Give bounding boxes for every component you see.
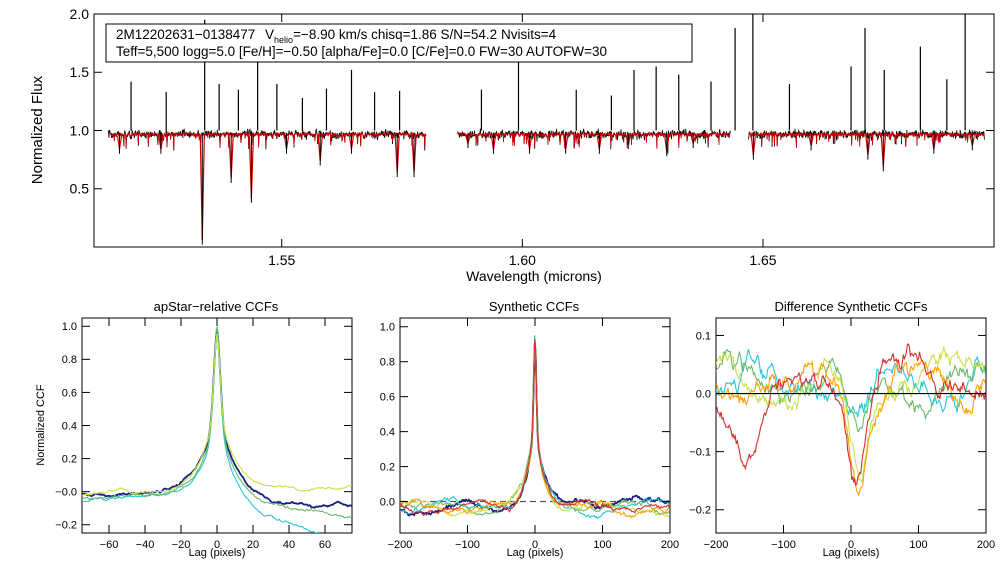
apstar-ccf-series [82, 335, 321, 533]
spectrum-xlabel: Wavelength (microns) [466, 268, 602, 284]
apstar-ccf-axes: −60 −40 −20 0 20 40 60 −0.2 −0.0 0.2 0.4 0.6 0.8 1.0 [55, 318, 352, 551]
y-tick-label: −0.2 [55, 520, 77, 532]
synthetic-ccf-series [400, 343, 670, 517]
y-tick-label: 0.0 [380, 496, 395, 508]
x-tick-label: −200 [704, 539, 729, 551]
y-tick-label: 1.0 [62, 321, 77, 333]
x-tick-label: −100 [455, 539, 480, 551]
y-tick-label: 2.0 [70, 6, 90, 22]
y-tick-label: 0.4 [62, 420, 77, 432]
x-tick-label: −200 [388, 539, 413, 551]
y-tick-label: 1.0 [380, 322, 395, 334]
spectrum-annotation-box: 2M12202631−0138477 Vhelio=−8.90 km/s chi… [105, 23, 693, 63]
synthetic-ccf-series [400, 336, 670, 516]
synthetic-ccf-panel: Synthetic CCFs −200 −100 0 100 200 0.0 0.2 0.4 0… [380, 299, 679, 559]
y-tick-label: 0.8 [380, 357, 395, 369]
y-tick-label: 0.6 [62, 387, 77, 399]
y-tick-label: 1.0 [70, 122, 90, 138]
x-tick-label: 0 [532, 539, 538, 551]
annotation-line-1: 2M12202631−0138477 Vhelio=−8.90 km/s chi… [116, 27, 557, 45]
annotation-frame [105, 23, 693, 63]
annotation-line-2: Teff=5,500 logg=5.0 [Fe/H]=−0.50 [alpha/… [116, 44, 607, 59]
apstar-ccf-series [82, 333, 352, 497]
difference-ccf-panel: Difference Synthetic CCFs −200 −100 0 100 20… [689, 299, 995, 559]
y-tick-label: 0.6 [380, 392, 395, 404]
x-tick-label: 200 [661, 539, 679, 551]
x-tick-label: 100 [909, 539, 927, 551]
y-tick-label: 0.0 [696, 388, 711, 400]
x-tick-label: 1.65 [749, 252, 776, 268]
apstar-ccf-xlabel: Lag (pixels) [189, 547, 246, 559]
x-tick-label: 40 [283, 539, 295, 551]
observed-spectrum-chip [108, 127, 427, 151]
apstar-ccf-series [82, 328, 352, 509]
spectrum-panel: 1.55 1.60 1.65 0.5 1.0 1.5 2.0 Wavelength (mic… [29, 6, 995, 284]
synthetic-ccf-title: Synthetic CCFs [489, 299, 580, 314]
difference-ccf-series [716, 343, 986, 486]
x-tick-label: 0 [848, 539, 854, 551]
model-spectrum-chip [748, 131, 985, 149]
difference-ccf-series [716, 345, 986, 484]
observed-spectrum-chip [457, 128, 731, 154]
synthetic-ccf-axes: −200 −100 0 100 200 0.0 0.2 0.4 0.6 0.8 1.0 [380, 318, 679, 551]
apstar-ccf-ylabel: Normalized CCF [35, 384, 47, 466]
apstar-ccf-data [82, 326, 352, 533]
annotation-vhelio: V [265, 27, 274, 42]
annotation-line-1-rest: =−8.90 km/s chisq=1.86 S/N=54.2 Nvisits=… [293, 27, 557, 42]
x-tick-label: −20 [172, 539, 191, 551]
y-tick-label: −0.2 [689, 505, 711, 517]
synthetic-ccf-series [400, 338, 670, 517]
apstar-ccf-series [82, 326, 352, 519]
y-tick-label: 0.2 [62, 453, 77, 465]
synthetic-ccf-data [400, 335, 670, 520]
annotation-vhelio-sub: helio [274, 35, 293, 45]
difference-ccf-xlabel: Lag (pixels) [823, 547, 880, 559]
apstar-ccf-panel: apStar−relative CCFs −60 −40 −20 0 20 40 60 −0.… [35, 299, 353, 559]
difference-ccf-series [716, 348, 986, 432]
apstar-ccf-frame [81, 317, 353, 534]
apstar-ccf-title: apStar−relative CCFs [154, 299, 279, 314]
difference-ccf-axes: −200 −100 0 100 200 −0.2 −0.1 0.0 0.1 [689, 318, 995, 551]
y-tick-label: 0.5 [70, 181, 90, 197]
x-tick-label: 1.60 [509, 252, 536, 268]
x-tick-label: 20 [247, 539, 259, 551]
spectrum-ylabel: Normalized Flux [29, 75, 46, 184]
annotation-star-id: 2M12202631−0138477 [116, 27, 255, 42]
y-tick-label: 0.1 [696, 330, 711, 342]
x-tick-label: −40 [136, 539, 155, 551]
y-tick-label: 1.5 [70, 64, 90, 80]
y-tick-label: 0.8 [62, 354, 77, 366]
y-tick-label: 0.2 [380, 461, 395, 473]
x-tick-label: 0 [214, 539, 220, 551]
x-tick-label: −100 [771, 539, 796, 551]
model-spectrum-chip [457, 131, 732, 150]
synthetic-ccf-series [400, 335, 670, 520]
difference-ccf-frame [715, 317, 987, 534]
difference-ccf-data [716, 343, 986, 498]
y-tick-label: 0.4 [380, 426, 395, 438]
y-tick-label: −0.1 [689, 446, 711, 458]
synthetic-ccf-xlabel: Lag (pixels) [507, 547, 564, 559]
difference-ccf-title: Difference Synthetic CCFs [775, 299, 928, 314]
spectrum-data [108, 14, 985, 245]
x-tick-label: 1.55 [268, 252, 295, 268]
difference-ccf-series [716, 359, 986, 498]
y-tick-label: −0.0 [55, 487, 77, 499]
x-tick-label: 200 [977, 539, 995, 551]
x-tick-label: −60 [100, 539, 119, 551]
spectrum-axes: 1.55 1.60 1.65 0.5 1.0 1.5 2.0 [70, 6, 994, 268]
x-tick-label: 100 [593, 539, 611, 551]
x-tick-label: 60 [319, 539, 331, 551]
